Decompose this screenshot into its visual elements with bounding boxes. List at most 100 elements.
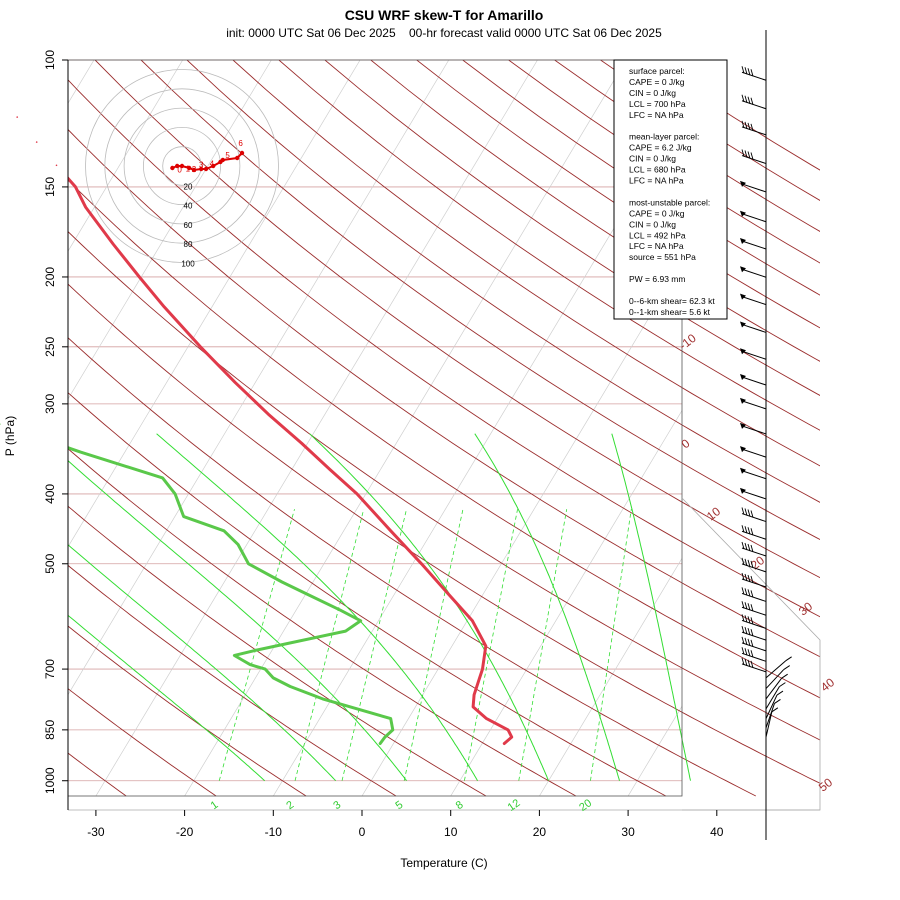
wind-barb-feather xyxy=(741,601,745,609)
wind-barb-staff xyxy=(741,126,767,136)
isotherm-line xyxy=(717,60,900,796)
dry-adiabat xyxy=(68,688,217,797)
hodograph-ring xyxy=(123,107,241,225)
wind-barbs xyxy=(740,30,792,840)
dewpoint-point xyxy=(249,663,251,666)
y-tick-label: 150 xyxy=(43,177,57,197)
wind-barb-feather xyxy=(750,123,754,131)
hodograph-height-label: 1 xyxy=(186,164,191,173)
info-line: LFC = NA hPa xyxy=(629,241,684,251)
dewpoint-point xyxy=(275,645,278,647)
temperature-point xyxy=(481,668,484,670)
x-tick-label: 40 xyxy=(710,825,724,839)
hodograph-point xyxy=(191,167,197,173)
wind-barb-feather xyxy=(747,527,751,535)
gridlines xyxy=(68,59,900,797)
moist-adiabat xyxy=(156,433,479,781)
dry-adiabat xyxy=(68,283,820,784)
wind-barb xyxy=(741,625,767,641)
wind-barb-pennant xyxy=(740,180,746,187)
wind-barb-feather xyxy=(741,149,745,157)
wind-barb-feather xyxy=(747,627,751,636)
hodograph-height-label: 6 xyxy=(238,139,243,148)
y-tick-label: 300 xyxy=(43,394,57,414)
wind-barb-staff xyxy=(741,425,767,435)
dewpoint-point xyxy=(379,742,382,745)
info-line: 0--6-km shear= 62.3 kt xyxy=(629,296,715,306)
dry-adiabat xyxy=(68,179,820,699)
dry-adiabat xyxy=(68,128,820,658)
wind-barb xyxy=(741,149,767,165)
wind-barb xyxy=(740,467,767,480)
wind-barb-pennant xyxy=(740,348,746,355)
wind-barb xyxy=(741,572,767,588)
wind-barb-feather xyxy=(744,121,748,129)
wind-barb xyxy=(765,656,792,679)
wind-barb xyxy=(741,120,767,136)
y-tick-label: 200 xyxy=(43,267,57,287)
isotherm-line xyxy=(95,60,538,796)
dewpoint-point xyxy=(321,698,324,700)
temperature-point xyxy=(356,493,358,495)
y-tick-label: 700 xyxy=(43,659,57,679)
isotherm-line xyxy=(361,261,682,796)
wind-barb xyxy=(741,66,767,81)
wind-barb-feather xyxy=(750,510,754,518)
wind-barb-feather xyxy=(744,658,748,666)
x-tick-label: -10 xyxy=(265,825,283,839)
mixing-ratio-line xyxy=(403,509,464,781)
hodograph-point xyxy=(235,155,240,161)
hodograph-ring xyxy=(104,88,260,244)
dewpoint-point xyxy=(174,493,176,495)
wind-barb xyxy=(741,94,767,110)
clipped-grid xyxy=(68,60,900,796)
hodograph-ring-label: 100 xyxy=(181,260,195,269)
wind-barb-feather xyxy=(744,615,748,623)
wind-barb-feather xyxy=(741,614,745,622)
wind-barb-feather xyxy=(750,544,754,553)
temperature-point xyxy=(447,592,449,595)
wind-barb xyxy=(741,557,767,573)
wind-barb-staff xyxy=(741,530,767,540)
hodograph-point xyxy=(179,163,185,169)
wind-barb xyxy=(765,673,788,700)
wind-barb-feather xyxy=(747,122,751,130)
temperature-point xyxy=(420,563,423,565)
dry-adiabat xyxy=(278,60,820,431)
hodograph: 20 40 60 80 100 0 1 23 4 56 xyxy=(85,69,279,269)
dry-adiabat xyxy=(68,448,577,797)
dewpoint-point xyxy=(237,543,239,546)
wind-barb-staff xyxy=(765,677,783,700)
wind-barb-staff xyxy=(741,652,767,662)
y-tick-label: 250 xyxy=(43,336,57,356)
info-line: CAPE = 0 J/kg xyxy=(629,208,685,218)
temperature-point xyxy=(472,706,474,708)
mixing-ratio-label: 20 xyxy=(577,797,594,814)
info-line: PW = 6.93 mm xyxy=(629,274,685,284)
wind-barb-staff xyxy=(741,592,767,602)
hodograph-ring-label: 20 xyxy=(184,182,193,191)
wind-barb-feather xyxy=(744,588,748,596)
wind-barb-feather xyxy=(750,650,754,658)
dewpoint-point xyxy=(223,530,225,532)
isotherm-label: 30 xyxy=(796,599,815,618)
wind-barb-feather xyxy=(750,590,754,598)
temperature-point xyxy=(473,694,475,696)
wind-barb-staff xyxy=(741,470,767,480)
temperature-profile xyxy=(68,176,514,745)
wind-barb xyxy=(740,374,767,386)
wind-barb-feather xyxy=(741,587,745,595)
wind-barb-feather xyxy=(747,151,751,159)
isotherm-line xyxy=(68,60,272,400)
mixing-ratio-line xyxy=(341,509,407,781)
dewpoint-point xyxy=(339,609,342,611)
temperature-point xyxy=(35,141,38,143)
wind-barb xyxy=(741,587,767,602)
wind-barb xyxy=(741,601,767,616)
dewpoint-point xyxy=(281,581,283,583)
wind-barb-staff xyxy=(741,642,767,652)
chart-subtitle: init: 0000 UTC Sat 06 Dec 2025 00-hr for… xyxy=(226,26,662,40)
hodograph-point xyxy=(220,157,225,163)
temperature-point xyxy=(507,729,509,731)
hodograph-point xyxy=(175,163,180,169)
